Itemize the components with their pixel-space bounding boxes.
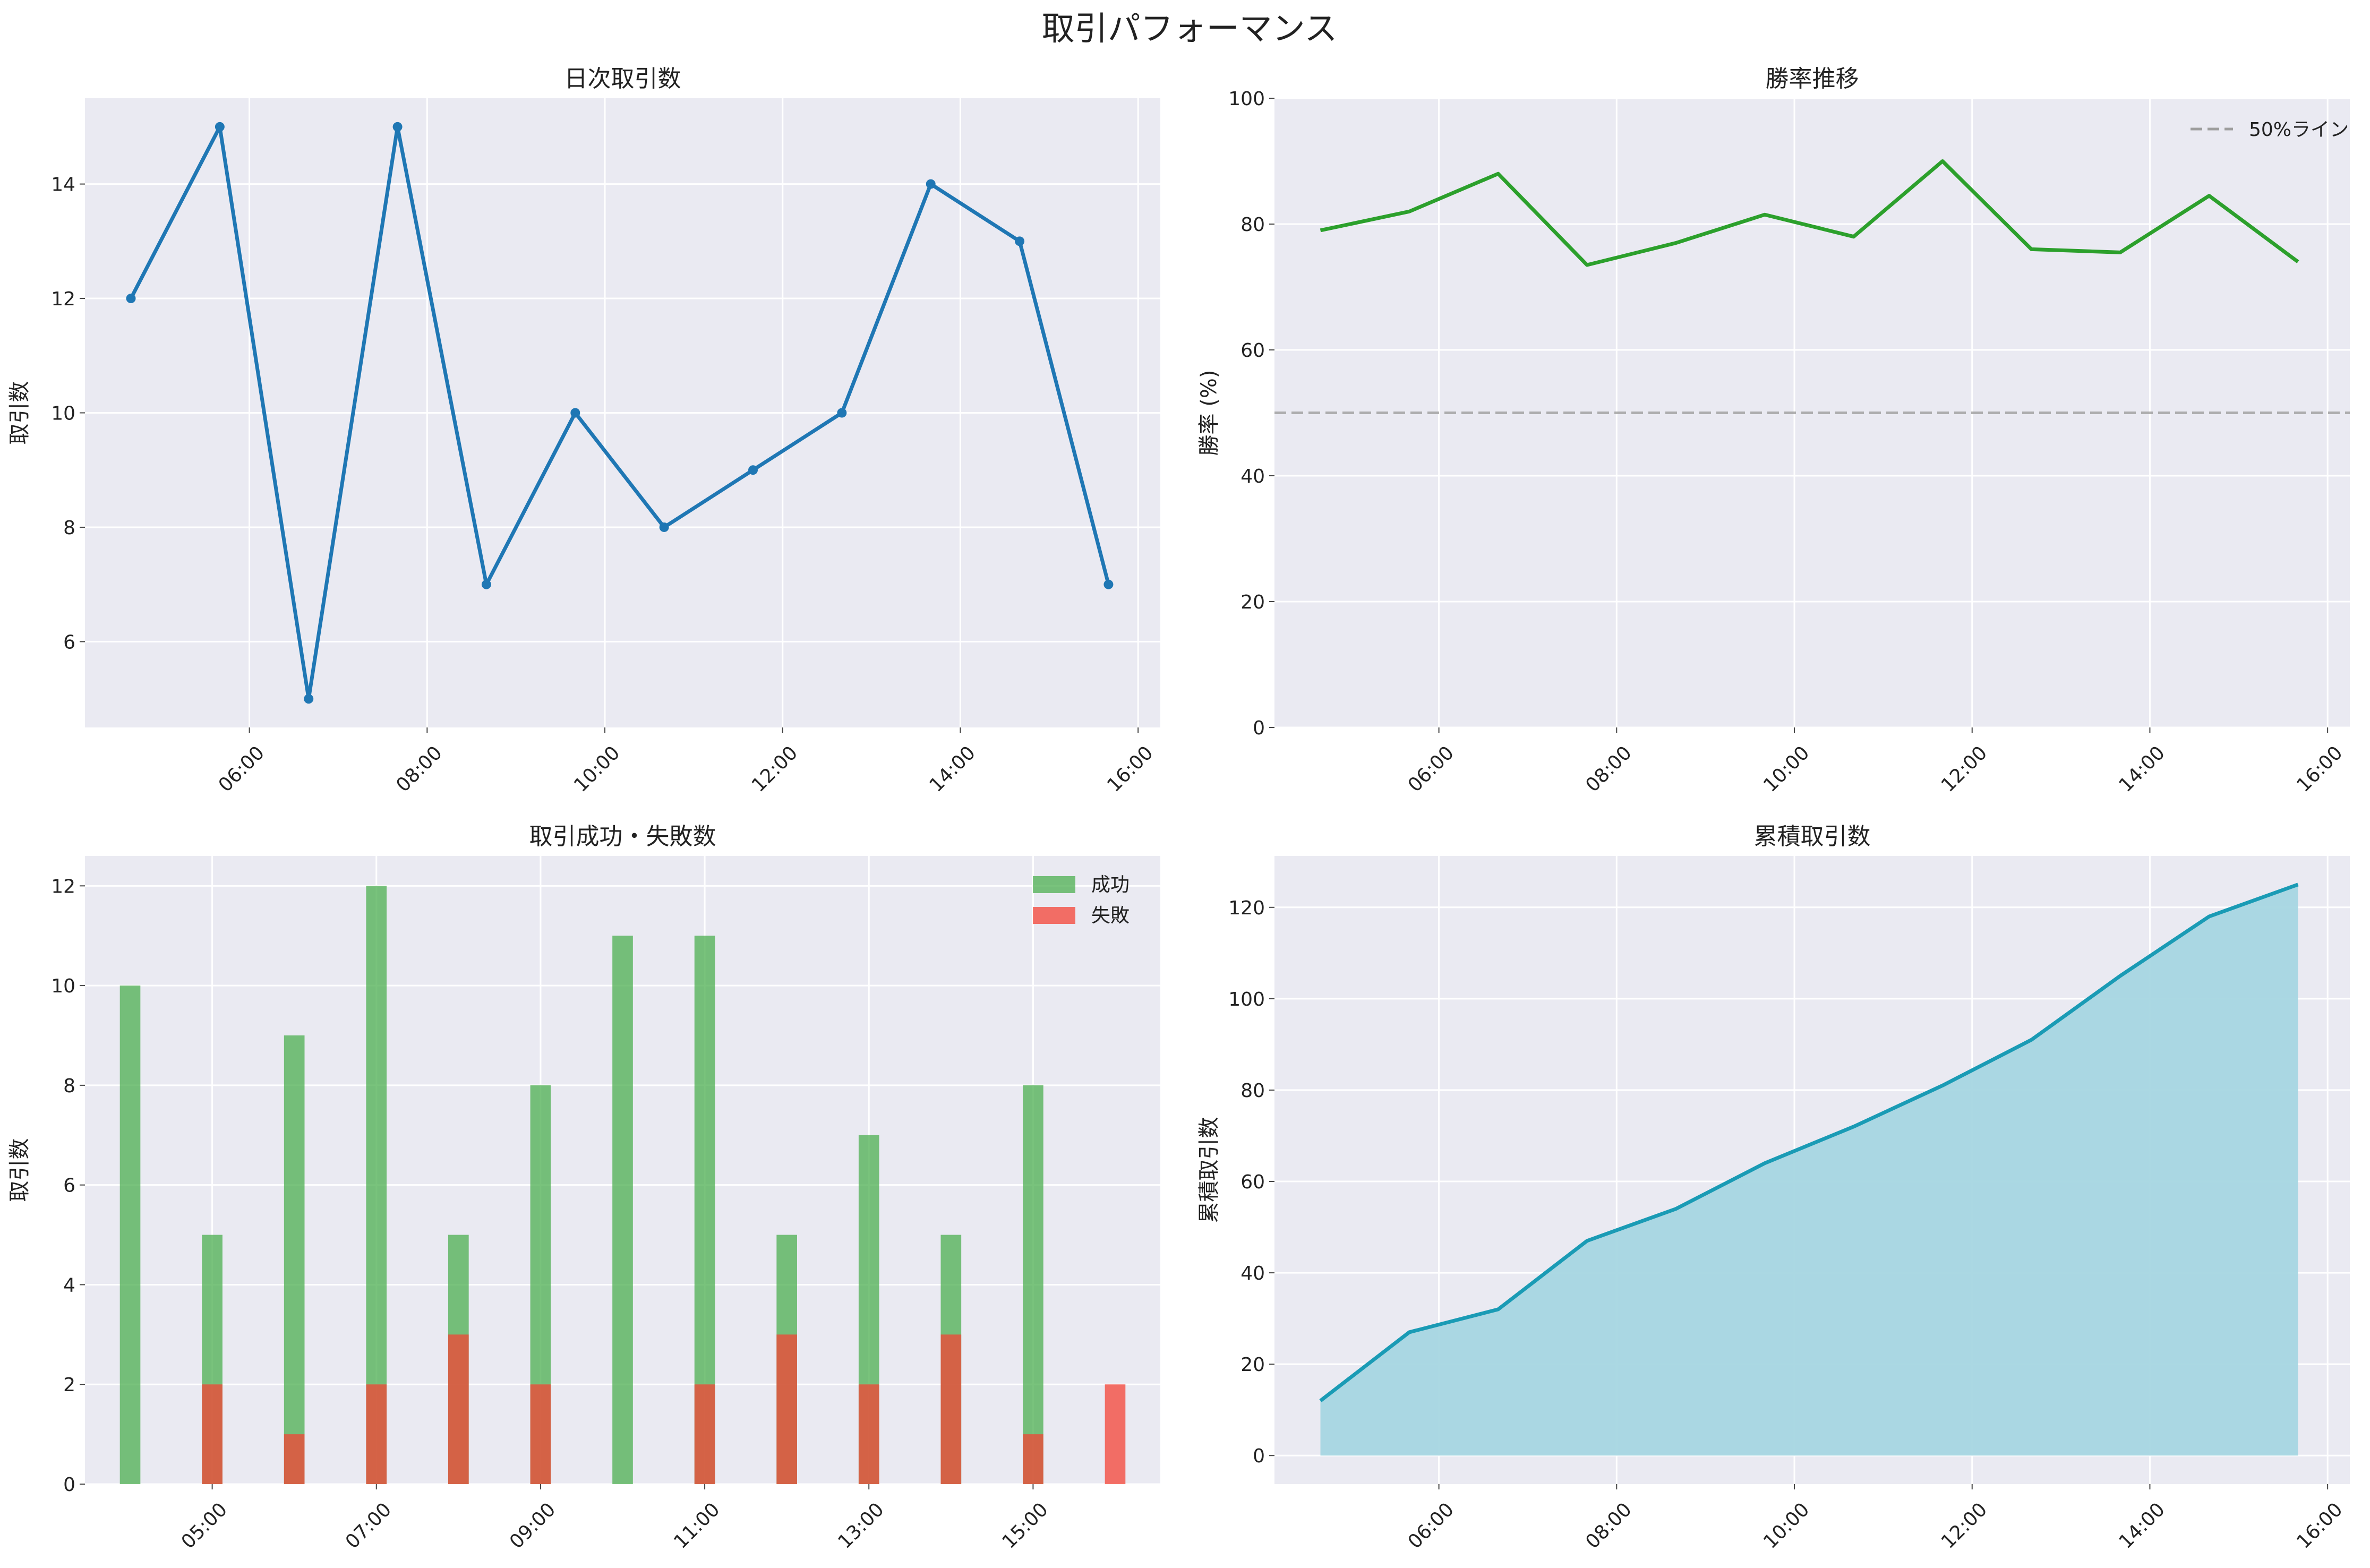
data-point — [570, 408, 580, 418]
y-axis-label: 勝率 (%) — [1197, 370, 1221, 456]
area-fill — [1320, 884, 2298, 1456]
y-tick-label: 8 — [63, 1075, 75, 1097]
y-tick-label: 0 — [1253, 1445, 1265, 1467]
y-tick-label: 0 — [63, 1474, 75, 1496]
data-point — [748, 465, 758, 475]
series-line — [129, 125, 1110, 701]
y-axis-label: 累積取引数 — [1197, 1117, 1221, 1223]
y-tick-label: 20 — [1240, 1354, 1265, 1376]
data-point — [392, 122, 403, 132]
bar-fail — [284, 1434, 305, 1484]
y-tick-label: 120 — [1228, 897, 1265, 919]
bar-fail — [530, 1384, 551, 1484]
y-tick-label: 0 — [1253, 717, 1265, 739]
bar-fail — [1023, 1434, 1043, 1484]
y-tick-label: 14 — [51, 174, 75, 196]
legend-label: 成功 — [1091, 874, 1130, 896]
y-tick-label: 8 — [63, 517, 75, 539]
bar-fail — [366, 1384, 387, 1484]
series-line — [1319, 882, 2299, 1402]
data-point — [659, 522, 669, 532]
data-point — [481, 579, 491, 589]
y-tick-label: 6 — [63, 631, 75, 653]
series-line — [1320, 159, 2299, 267]
y-tick-label: 80 — [1240, 1080, 1265, 1102]
chart-title: 累積取引数 — [1754, 823, 1871, 850]
data-point — [304, 694, 314, 704]
data-point — [1103, 579, 1114, 589]
y-tick-label: 4 — [63, 1274, 75, 1296]
legend-swatch — [1033, 907, 1075, 924]
data-point — [126, 294, 136, 304]
legend-swatch — [1033, 876, 1075, 893]
y-tick-label: 60 — [1240, 1171, 1265, 1193]
legend-label: 失敗 — [1091, 905, 1130, 927]
bar-fail — [202, 1384, 223, 1484]
bar-fail — [1105, 1384, 1126, 1484]
y-tick-label: 40 — [1240, 1263, 1265, 1284]
bar-fail — [940, 1334, 962, 1484]
bar-success — [1023, 1085, 1043, 1484]
y-tick-label: 60 — [1240, 340, 1265, 362]
chart-title: 勝率推移 — [1766, 65, 1859, 92]
bar-success — [612, 936, 633, 1484]
data-point — [1015, 236, 1025, 246]
data-point — [926, 179, 936, 189]
y-axis-label: 取引数 — [7, 1138, 32, 1202]
bar-success — [119, 986, 141, 1484]
bar-fail — [776, 1334, 797, 1484]
bar-fail — [694, 1384, 715, 1484]
y-tick-label: 10 — [51, 403, 75, 425]
y-tick-label: 100 — [1228, 88, 1265, 110]
y-tick-label: 2 — [63, 1374, 75, 1396]
chart-title: 日次取引数 — [564, 65, 681, 92]
y-axis-label: 取引数 — [7, 381, 32, 445]
bar-fail — [448, 1334, 469, 1484]
figure-title: 取引パフォーマンス — [1042, 9, 1338, 48]
y-tick-label: 80 — [1240, 214, 1265, 236]
y-tick-label: 20 — [1240, 592, 1265, 613]
y-tick-label: 12 — [51, 876, 75, 897]
data-point — [215, 122, 225, 132]
bar-success — [284, 1035, 305, 1484]
y-tick-label: 12 — [51, 288, 75, 310]
bar-fail — [858, 1384, 879, 1484]
chart-title: 取引成功・失敗数 — [529, 823, 716, 850]
y-tick-label: 6 — [63, 1175, 75, 1197]
y-tick-label: 100 — [1228, 989, 1265, 1010]
legend-label: 50%ライン — [2249, 119, 2349, 141]
y-tick-label: 40 — [1240, 466, 1265, 487]
y-tick-label: 10 — [51, 975, 75, 997]
data-point — [837, 408, 847, 418]
